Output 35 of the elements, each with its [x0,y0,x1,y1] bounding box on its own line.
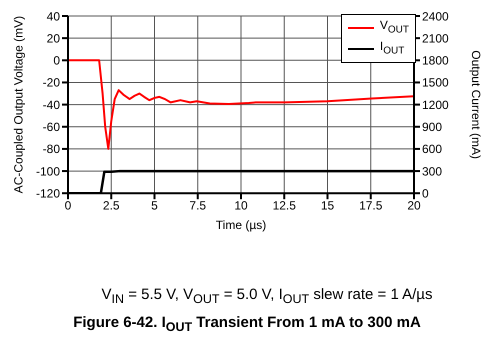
text: V$_{IN}$ = 5.5 V, V$_{OUT}$ = 5.0 V, I$_{OUT}$ slew rate = 1 A/µs [102,286,432,306]
y2-tick-label: 300 [422,164,442,178]
y-tick-label: -60 [42,120,60,134]
y2-tick-label: 1800 [422,54,450,68]
y-tick-label: -120 [36,186,60,200]
x-axis-title: Time (µs) [216,218,266,232]
x-tick-label: 2.5 [102,198,120,213]
y2-tick-label: 1500 [422,76,450,90]
x-tick-label: 0 [64,198,72,213]
x-tick-label: 5 [151,198,158,213]
y-tick-label: -40 [42,98,60,112]
y2-tick-label: 900 [422,120,442,134]
legend-label: I$_{OUT}$ [380,38,404,59]
x-tick-label: 17.5 [359,198,383,213]
y-axis-title: AC-Coupled Output Voltage (mV) [11,16,26,194]
y-tick-label: 40 [46,9,60,24]
y2-axis-title: Output Current (mA) [468,50,483,159]
y2-tick-label: 600 [422,142,442,156]
x-tick-label: 20 [407,198,421,213]
x-tick-label: 7.5 [189,198,206,213]
y2-tick-label: 1200 [422,98,450,112]
legend-label: V$_{OUT}$ [380,17,409,38]
y-tick-label: 0 [53,54,60,68]
y-tick-label: 20 [46,31,60,46]
y2-tick-label: 0 [422,186,429,200]
line-series [68,59,414,150]
x-tick-label: 15 [320,198,334,213]
y2-tick-label: 2100 [422,31,450,46]
y2-tick-label: 2400 [422,9,450,24]
y-tick-label: -80 [42,142,60,156]
x-tick-label: 12.5 [272,198,296,213]
y-tick-label: -100 [36,164,60,178]
text: Figure 6-42. I$_{OUT}$ Transient From 1 mA to 300 mA [73,314,421,334]
x-tick-label: 10 [234,198,248,213]
y-tick-label: -20 [42,76,60,90]
